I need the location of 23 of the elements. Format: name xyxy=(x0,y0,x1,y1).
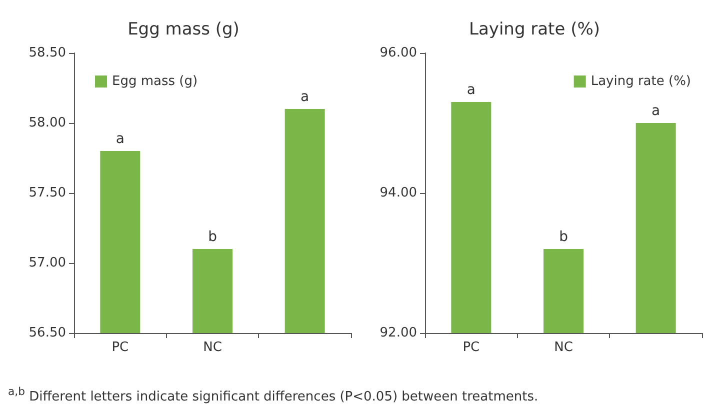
x-tick-label: PC xyxy=(462,340,480,355)
x-tick-label: NC xyxy=(203,340,222,355)
legend-label: Egg mass (g) xyxy=(112,74,198,89)
chart-title: Laying rate (%) xyxy=(469,20,600,40)
y-tick-label: 92.00 xyxy=(380,326,417,340)
data-label: a xyxy=(466,82,476,98)
chart-title: Egg mass (g) xyxy=(128,20,240,40)
y-tick-label: 56.50 xyxy=(28,326,66,340)
x-tick-label: PC xyxy=(112,340,129,355)
x-tick-label: NC xyxy=(554,340,573,355)
data-label: b xyxy=(559,229,568,245)
data-label: a xyxy=(300,89,310,105)
y-tick-label: 58.50 xyxy=(28,46,66,60)
y-tick-label: 57.00 xyxy=(28,256,66,270)
y-tick-label: 57.50 xyxy=(28,186,66,200)
data-label: a xyxy=(116,131,124,147)
y-tick-label: 96.00 xyxy=(380,46,417,60)
data-label: a xyxy=(652,103,660,119)
y-tick-label: 94.00 xyxy=(380,186,417,200)
y-tick-label: 58.00 xyxy=(28,116,66,130)
text: $^{a,b}$ Different letters indicate significant differences (P<0.05) between treatments. xyxy=(8,385,540,404)
data-label: b xyxy=(208,229,218,245)
legend-label: Laying rate (%) xyxy=(590,74,692,89)
